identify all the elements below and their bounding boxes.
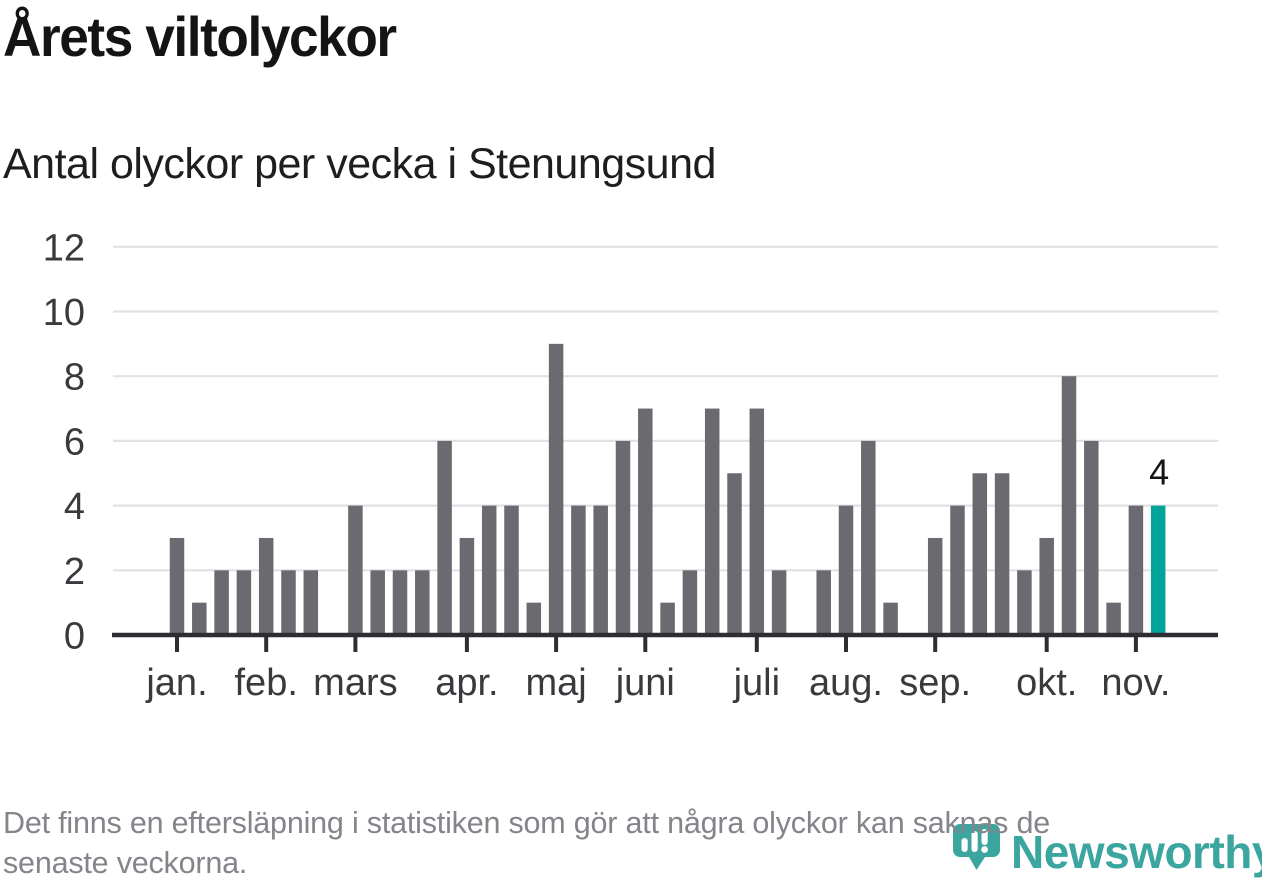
bar-week-43 — [1106, 603, 1121, 635]
highlight-value-label: 4 — [1149, 452, 1169, 493]
bar-week-32 — [861, 441, 876, 635]
x-axis-label-juni: juni — [615, 662, 675, 704]
bar-week-20 — [593, 506, 608, 635]
x-axis-label-okt.: okt. — [1016, 662, 1077, 704]
bar-week-13 — [437, 441, 452, 635]
bar-week-23 — [660, 603, 675, 635]
footnote-line-2: senaste veckorna. — [3, 844, 1050, 883]
y-axis-label-12: 12 — [43, 227, 85, 269]
bar-week-31 — [839, 506, 854, 635]
bar-week-30 — [816, 570, 831, 635]
x-axis-label-feb.: feb. — [235, 662, 298, 704]
y-axis-label-0: 0 — [64, 616, 85, 658]
y-axis-label-4: 4 — [64, 486, 85, 528]
x-axis-label-jan.: jan. — [145, 662, 207, 704]
bar-week-39 — [1017, 570, 1032, 635]
bar-week-10 — [370, 570, 385, 635]
y-axis-label-6: 6 — [64, 421, 85, 463]
footnote-line-1: Det finns en eftersläpning i statistiken… — [3, 804, 1050, 844]
bar-week-9 — [348, 506, 363, 635]
bar-week-36 — [950, 506, 965, 635]
bar-week-17 — [527, 603, 542, 635]
bar-week-42 — [1084, 441, 1099, 635]
bar-week-21 — [616, 441, 631, 635]
bar-week-3 — [214, 570, 229, 635]
bar-week-25 — [705, 409, 720, 635]
bar-week-14 — [460, 538, 475, 635]
x-axis-label-juli: juli — [733, 662, 780, 704]
bar-week-16 — [504, 506, 519, 635]
bar-current-week — [1151, 506, 1166, 635]
bar-week-12 — [415, 570, 430, 635]
x-axis-label-maj: maj — [525, 662, 586, 704]
bar-week-7 — [304, 570, 319, 635]
bar-week-33 — [883, 603, 898, 635]
bar-week-15 — [482, 506, 497, 635]
bar-week-28 — [772, 570, 787, 635]
bar-week-40 — [1039, 538, 1054, 635]
bar-week-24 — [683, 570, 698, 635]
bar-week-1 — [170, 538, 185, 635]
bar-week-5 — [259, 538, 274, 635]
x-axis-label-nov.: nov. — [1101, 662, 1170, 704]
page-title: Årets viltolyckor — [3, 4, 396, 69]
x-axis-label-apr.: apr. — [435, 662, 498, 704]
bar-week-11 — [393, 570, 408, 635]
bar-week-22 — [638, 409, 653, 635]
y-axis-label-2: 2 — [64, 551, 85, 593]
bar-week-26 — [727, 473, 742, 635]
y-axis-label-10: 10 — [43, 292, 85, 334]
bar-week-41 — [1062, 376, 1077, 635]
bar-week-27 — [750, 409, 765, 635]
chart-subtitle: Antal olyckor per vecka i Stenungsund — [3, 140, 716, 189]
bar-week-44 — [1129, 506, 1144, 635]
x-axis-label-aug.: aug. — [809, 662, 883, 704]
x-axis-label-mars: mars — [313, 662, 397, 704]
bar-week-19 — [571, 506, 586, 635]
bar-week-4 — [237, 570, 252, 635]
x-axis-label-sep.: sep. — [899, 662, 971, 704]
bar-week-18 — [549, 344, 564, 635]
y-axis-label-8: 8 — [64, 357, 85, 399]
bar-week-6 — [281, 570, 296, 635]
bar-week-2 — [192, 603, 207, 635]
footnote: Det finns en eftersläpning i statistiken… — [3, 804, 1050, 883]
bar-week-37 — [973, 473, 988, 635]
bar-week-38 — [995, 473, 1010, 635]
bar-week-35 — [928, 538, 943, 635]
